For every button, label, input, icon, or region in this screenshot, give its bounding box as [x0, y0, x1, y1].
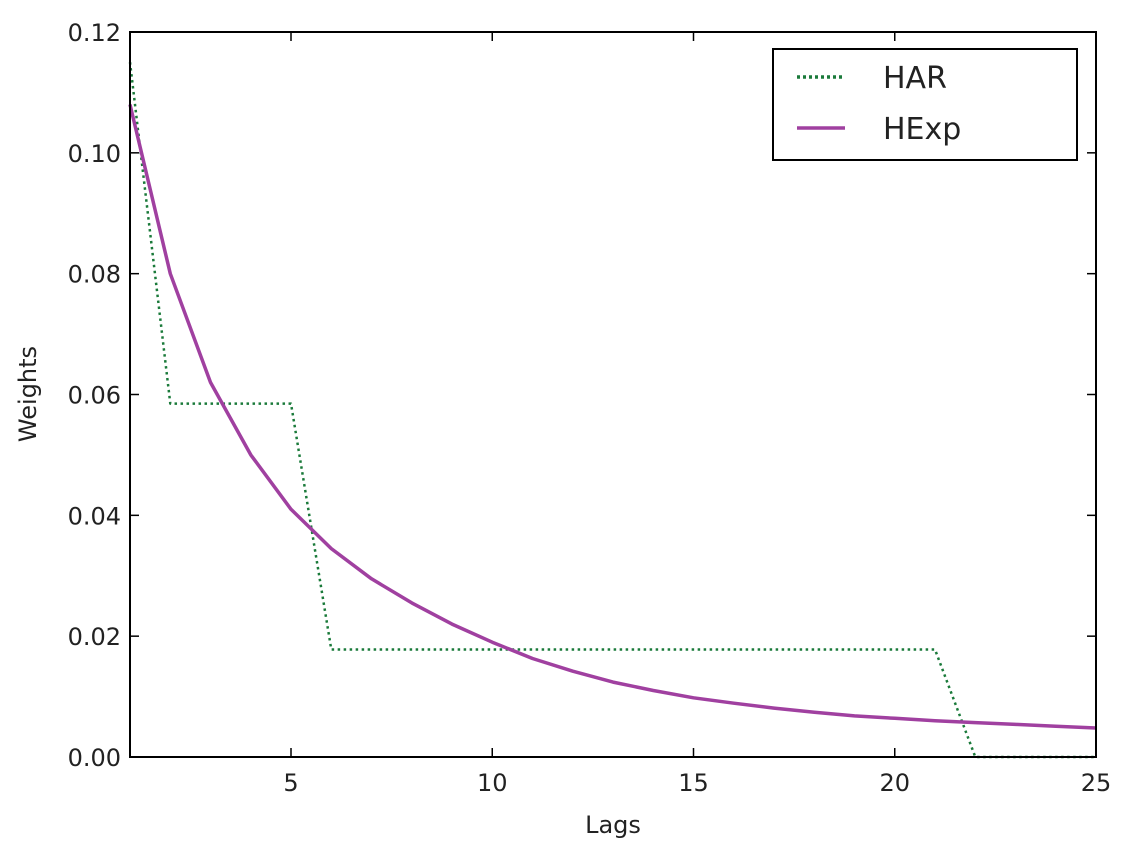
y-axis-label: Weights	[14, 346, 42, 442]
x-tick-label: 25	[1081, 769, 1112, 797]
series-line-har	[128, 62, 1096, 759]
x-tick-label: 5	[283, 769, 298, 797]
y-tick-label: 0.10	[68, 140, 121, 168]
y-tick-label: 0.04	[68, 502, 121, 530]
x-axis-label: Lags	[585, 811, 641, 839]
y-tick-label: 0.12	[68, 19, 121, 47]
x-tick-label: 15	[678, 769, 709, 797]
legend-hexp-label: HExp	[883, 112, 961, 147]
series-layer	[128, 62, 1097, 759]
y-tick-label: 0.00	[68, 744, 121, 772]
legend: HAR HExp	[772, 48, 1078, 161]
series-line-hexp	[128, 104, 1097, 730]
y-tick-label: 0.08	[68, 261, 121, 289]
y-tick-label: 0.06	[68, 382, 121, 410]
x-tick-label: 20	[879, 769, 910, 797]
y-tick-label: 0.02	[68, 623, 121, 651]
ticks-layer: 5 10 15 20 25 0.00 0.02 0.04 0.06 0.08 0.10 0.12	[68, 19, 1112, 797]
legend-box	[772, 48, 1078, 161]
x-tick-label: 10	[477, 769, 508, 797]
legend-har-label: HAR	[883, 61, 947, 96]
